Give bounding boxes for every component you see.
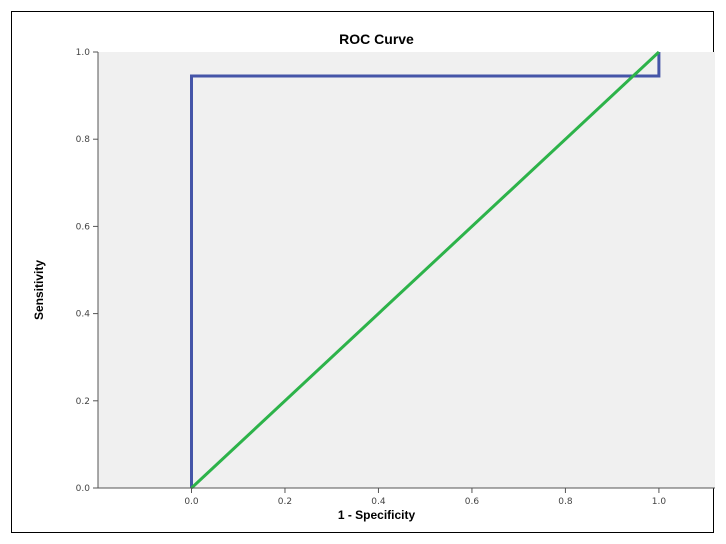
- chart-title: ROC Curve: [339, 31, 414, 47]
- x-tick-label: 0.6: [465, 497, 480, 507]
- series-layer: [190, 50, 661, 490]
- plot-area: [98, 52, 715, 488]
- x-tick-label: 0.2: [278, 497, 292, 507]
- x-tick-label: 0.8: [558, 497, 573, 507]
- y-tick-label: 0.8: [76, 135, 91, 145]
- reference-diagonal-line: [190, 50, 660, 490]
- axes-layer: 0.0 0.2 0.4 0.6 0.8 1.0 0.0 0.2 0.4 0.6 0.8 1.0: [76, 48, 715, 507]
- y-tick-label: 0.2: [76, 397, 90, 407]
- y-tick-label: 0.4: [76, 310, 91, 320]
- roc-chart: 0.0 0.2 0.4 0.6 0.8 1.0 0.0 0.2 0.4 0.6 0.8 1.0 ROC…: [32, 31, 715, 522]
- y-tick-label: 1.0: [76, 48, 91, 58]
- roc-curve-line: [190, 52, 661, 488]
- x-axis-label: 1 - Specificity: [338, 508, 416, 522]
- chart-frame: 0.0 0.2 0.4 0.6 0.8 1.0 0.0 0.2 0.4 0.6 0.8 1.0 ROC…: [11, 11, 715, 533]
- y-tick-label: 0.0: [76, 484, 91, 494]
- y-tick-label: 0.6: [76, 222, 91, 232]
- x-tick-label: 1.0: [652, 497, 667, 507]
- y-axis-label: Sensitivity: [32, 260, 46, 320]
- x-tick-label: 0.0: [184, 497, 199, 507]
- x-tick-label: 0.4: [371, 497, 386, 507]
